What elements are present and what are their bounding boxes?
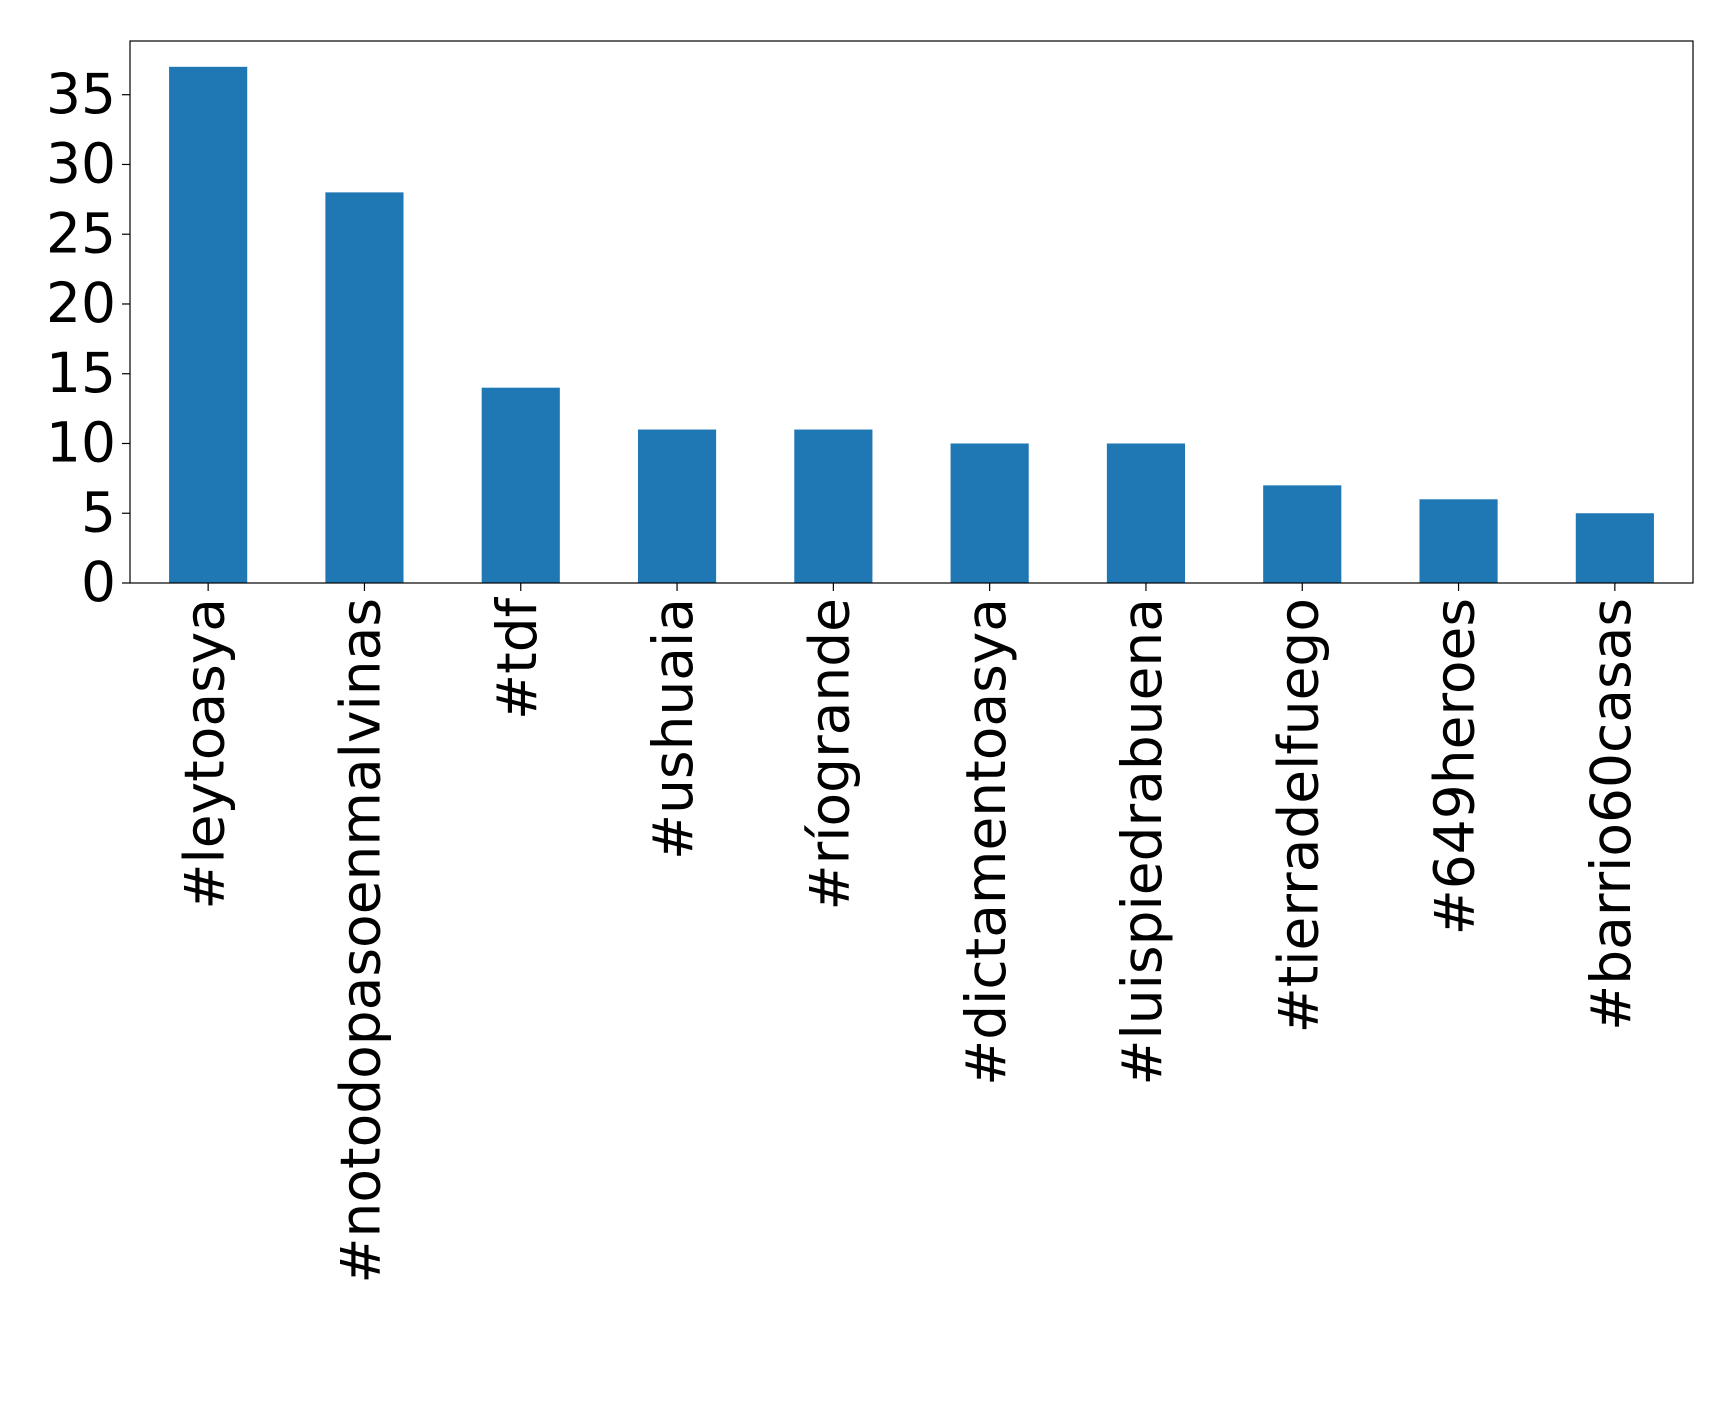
x-tick-label: #tdf <box>485 596 549 720</box>
x-tick-label: #notodopasoenmalvinas <box>329 598 393 1284</box>
bar <box>1263 485 1342 583</box>
bar <box>1106 443 1186 583</box>
y-tick-label: 10 <box>46 411 116 475</box>
y-tick-label: 0 <box>81 550 116 614</box>
bar <box>481 387 560 583</box>
bar <box>1575 513 1654 583</box>
bar <box>169 66 248 584</box>
y-tick-label: 30 <box>46 132 116 196</box>
bar <box>1419 499 1498 583</box>
y-tick-label: 25 <box>46 201 116 265</box>
bar <box>325 192 404 583</box>
x-tick-label: #649heroes <box>1423 598 1487 935</box>
x-tick-label: #ushuaia <box>641 598 705 860</box>
y-tick-label: 35 <box>46 62 116 126</box>
bar <box>637 429 717 583</box>
x-tick-label: #ríogrande <box>797 598 861 910</box>
y-tick-label: 5 <box>81 480 116 544</box>
x-tick-label: #dictamentoasya <box>954 598 1018 1086</box>
x-tick-label: #leytoasya <box>172 598 236 910</box>
y-tick-label: 20 <box>46 271 116 335</box>
x-tick-label: #tierradelfuego <box>1266 598 1330 1033</box>
plot-frame <box>129 40 1694 584</box>
x-tick-label: #luispiedrabuena <box>1110 598 1174 1086</box>
x-tick-label: #barrio60casas <box>1579 598 1643 1031</box>
bar <box>950 443 1029 583</box>
bar <box>794 429 873 583</box>
y-tick-label: 15 <box>46 341 116 405</box>
